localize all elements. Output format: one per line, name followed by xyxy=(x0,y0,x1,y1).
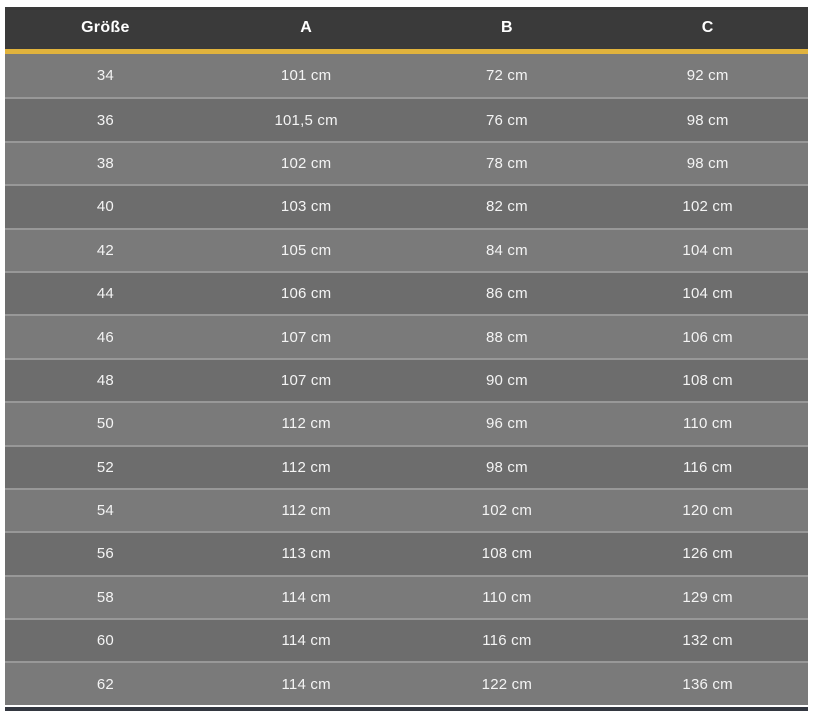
cell-groesse: 46 xyxy=(96,328,114,346)
cell-c: 104 cm xyxy=(682,241,733,259)
cell-c: 116 cm xyxy=(682,458,733,476)
accent-divider xyxy=(5,49,808,54)
cell-groesse: 40 xyxy=(96,198,114,216)
cell-c: 120 cm xyxy=(682,502,733,520)
cell-c: 92 cm xyxy=(686,67,729,85)
cell-b: 108 cm xyxy=(481,545,533,563)
cell-c: 98 cm xyxy=(686,111,729,129)
cell-a: 105 cm xyxy=(280,241,332,259)
cell-a: 103 cm xyxy=(280,198,332,216)
table-row: 48 107 cm 90 cm 108 cm xyxy=(5,357,808,402)
header-cell-groesse: Größe xyxy=(81,19,130,36)
cell-c: 106 cm xyxy=(682,328,733,346)
cell-a: 107 cm xyxy=(280,328,332,346)
header-cell-b: B xyxy=(500,19,513,36)
cell-a: 101,5 cm xyxy=(274,111,338,129)
cell-groesse: 36 xyxy=(96,111,114,129)
cell-b: 78 cm xyxy=(485,154,528,172)
cell-a: 102 cm xyxy=(280,154,332,172)
cell-b: 96 cm xyxy=(485,415,528,433)
cell-a: 112 cm xyxy=(281,458,331,476)
cell-groesse: 54 xyxy=(96,502,114,520)
cell-c: 132 cm xyxy=(682,632,733,650)
cell-groesse: 44 xyxy=(96,285,114,303)
cell-groesse: 34 xyxy=(96,67,114,85)
cell-a: 112 cm xyxy=(281,415,331,433)
cell-b: 82 cm xyxy=(485,198,528,216)
table-row: 44 106 cm 86 cm 104 cm xyxy=(5,270,808,315)
header-cell-c: C xyxy=(701,19,714,36)
size-table: Größe A B C 34 101 cm 72 cm 92 cm 36 101,5 cm… xyxy=(5,7,808,705)
cell-b: 76 cm xyxy=(485,111,528,129)
cell-groesse: 62 xyxy=(96,675,114,693)
table-row: 60 114 cm 116 cm 132 cm xyxy=(5,618,808,662)
cell-c: 110 cm xyxy=(682,415,733,433)
cell-c: 129 cm xyxy=(682,588,733,606)
cell-c: 102 cm xyxy=(682,198,733,216)
cell-b: 122 cm xyxy=(481,675,533,693)
cell-b: 84 cm xyxy=(485,241,528,259)
cell-groesse: 48 xyxy=(96,371,114,389)
cell-b: 86 cm xyxy=(485,285,528,303)
cell-b: 102 cm xyxy=(481,502,533,520)
cell-groesse: 60 xyxy=(96,632,114,650)
table-row: 58 114 cm 110 cm 129 cm xyxy=(5,574,808,619)
table-row: 36 101,5 cm 76 cm 98 cm xyxy=(5,97,808,141)
table-row: 34 101 cm 72 cm 92 cm xyxy=(5,54,808,98)
cell-groesse: 50 xyxy=(96,415,114,433)
table-body: 34 101 cm 72 cm 92 cm 36 101,5 cm 76 cm 98 cm 38… xyxy=(5,54,808,705)
next-section-top-edge xyxy=(5,707,808,711)
cell-b: 116 cm xyxy=(482,632,532,650)
cell-a: 112 cm xyxy=(281,502,331,520)
cell-a: 106 cm xyxy=(280,285,332,303)
cell-a: 114 cm xyxy=(281,632,331,650)
cell-c: 104 cm xyxy=(682,285,733,303)
cell-a: 113 cm xyxy=(281,545,331,563)
cell-groesse: 42 xyxy=(96,241,114,259)
cell-c: 126 cm xyxy=(682,545,733,563)
cell-groesse: 38 xyxy=(96,154,114,172)
cell-b: 98 cm xyxy=(485,458,528,476)
cell-a: 114 cm xyxy=(281,588,331,606)
table-row: 46 107 cm 88 cm 106 cm xyxy=(5,314,808,358)
cell-groesse: 56 xyxy=(96,545,114,563)
header-cell-a: A xyxy=(300,19,313,36)
table-row: 42 105 cm 84 cm 104 cm xyxy=(5,227,808,271)
table-row: 62 114 cm 122 cm 136 cm xyxy=(5,661,808,705)
cell-a: 107 cm xyxy=(280,371,332,389)
table-row: 50 112 cm 96 cm 110 cm xyxy=(5,401,808,445)
table-row: 40 103 cm 82 cm 102 cm xyxy=(5,184,808,228)
cell-b: 110 cm xyxy=(482,588,532,606)
cell-c: 136 cm xyxy=(682,675,733,693)
table-row: 38 102 cm 78 cm 98 cm xyxy=(5,140,808,185)
cell-b: 72 cm xyxy=(485,67,528,85)
cell-c: 98 cm xyxy=(686,154,729,172)
table-row: 52 112 cm 98 cm 116 cm xyxy=(5,444,808,488)
cell-groesse: 58 xyxy=(96,588,114,606)
table-row: 56 113 cm 108 cm 126 cm xyxy=(5,531,808,575)
cell-c: 108 cm xyxy=(682,371,733,389)
table-row: 54 112 cm 102 cm 120 cm xyxy=(5,487,808,532)
cell-b: 90 cm xyxy=(485,371,528,389)
cell-groesse: 52 xyxy=(96,458,114,476)
cell-a: 101 cm xyxy=(280,67,332,85)
cell-a: 114 cm xyxy=(281,675,331,693)
table-header-row: Größe A B C xyxy=(5,7,808,49)
cell-b: 88 cm xyxy=(485,328,528,346)
